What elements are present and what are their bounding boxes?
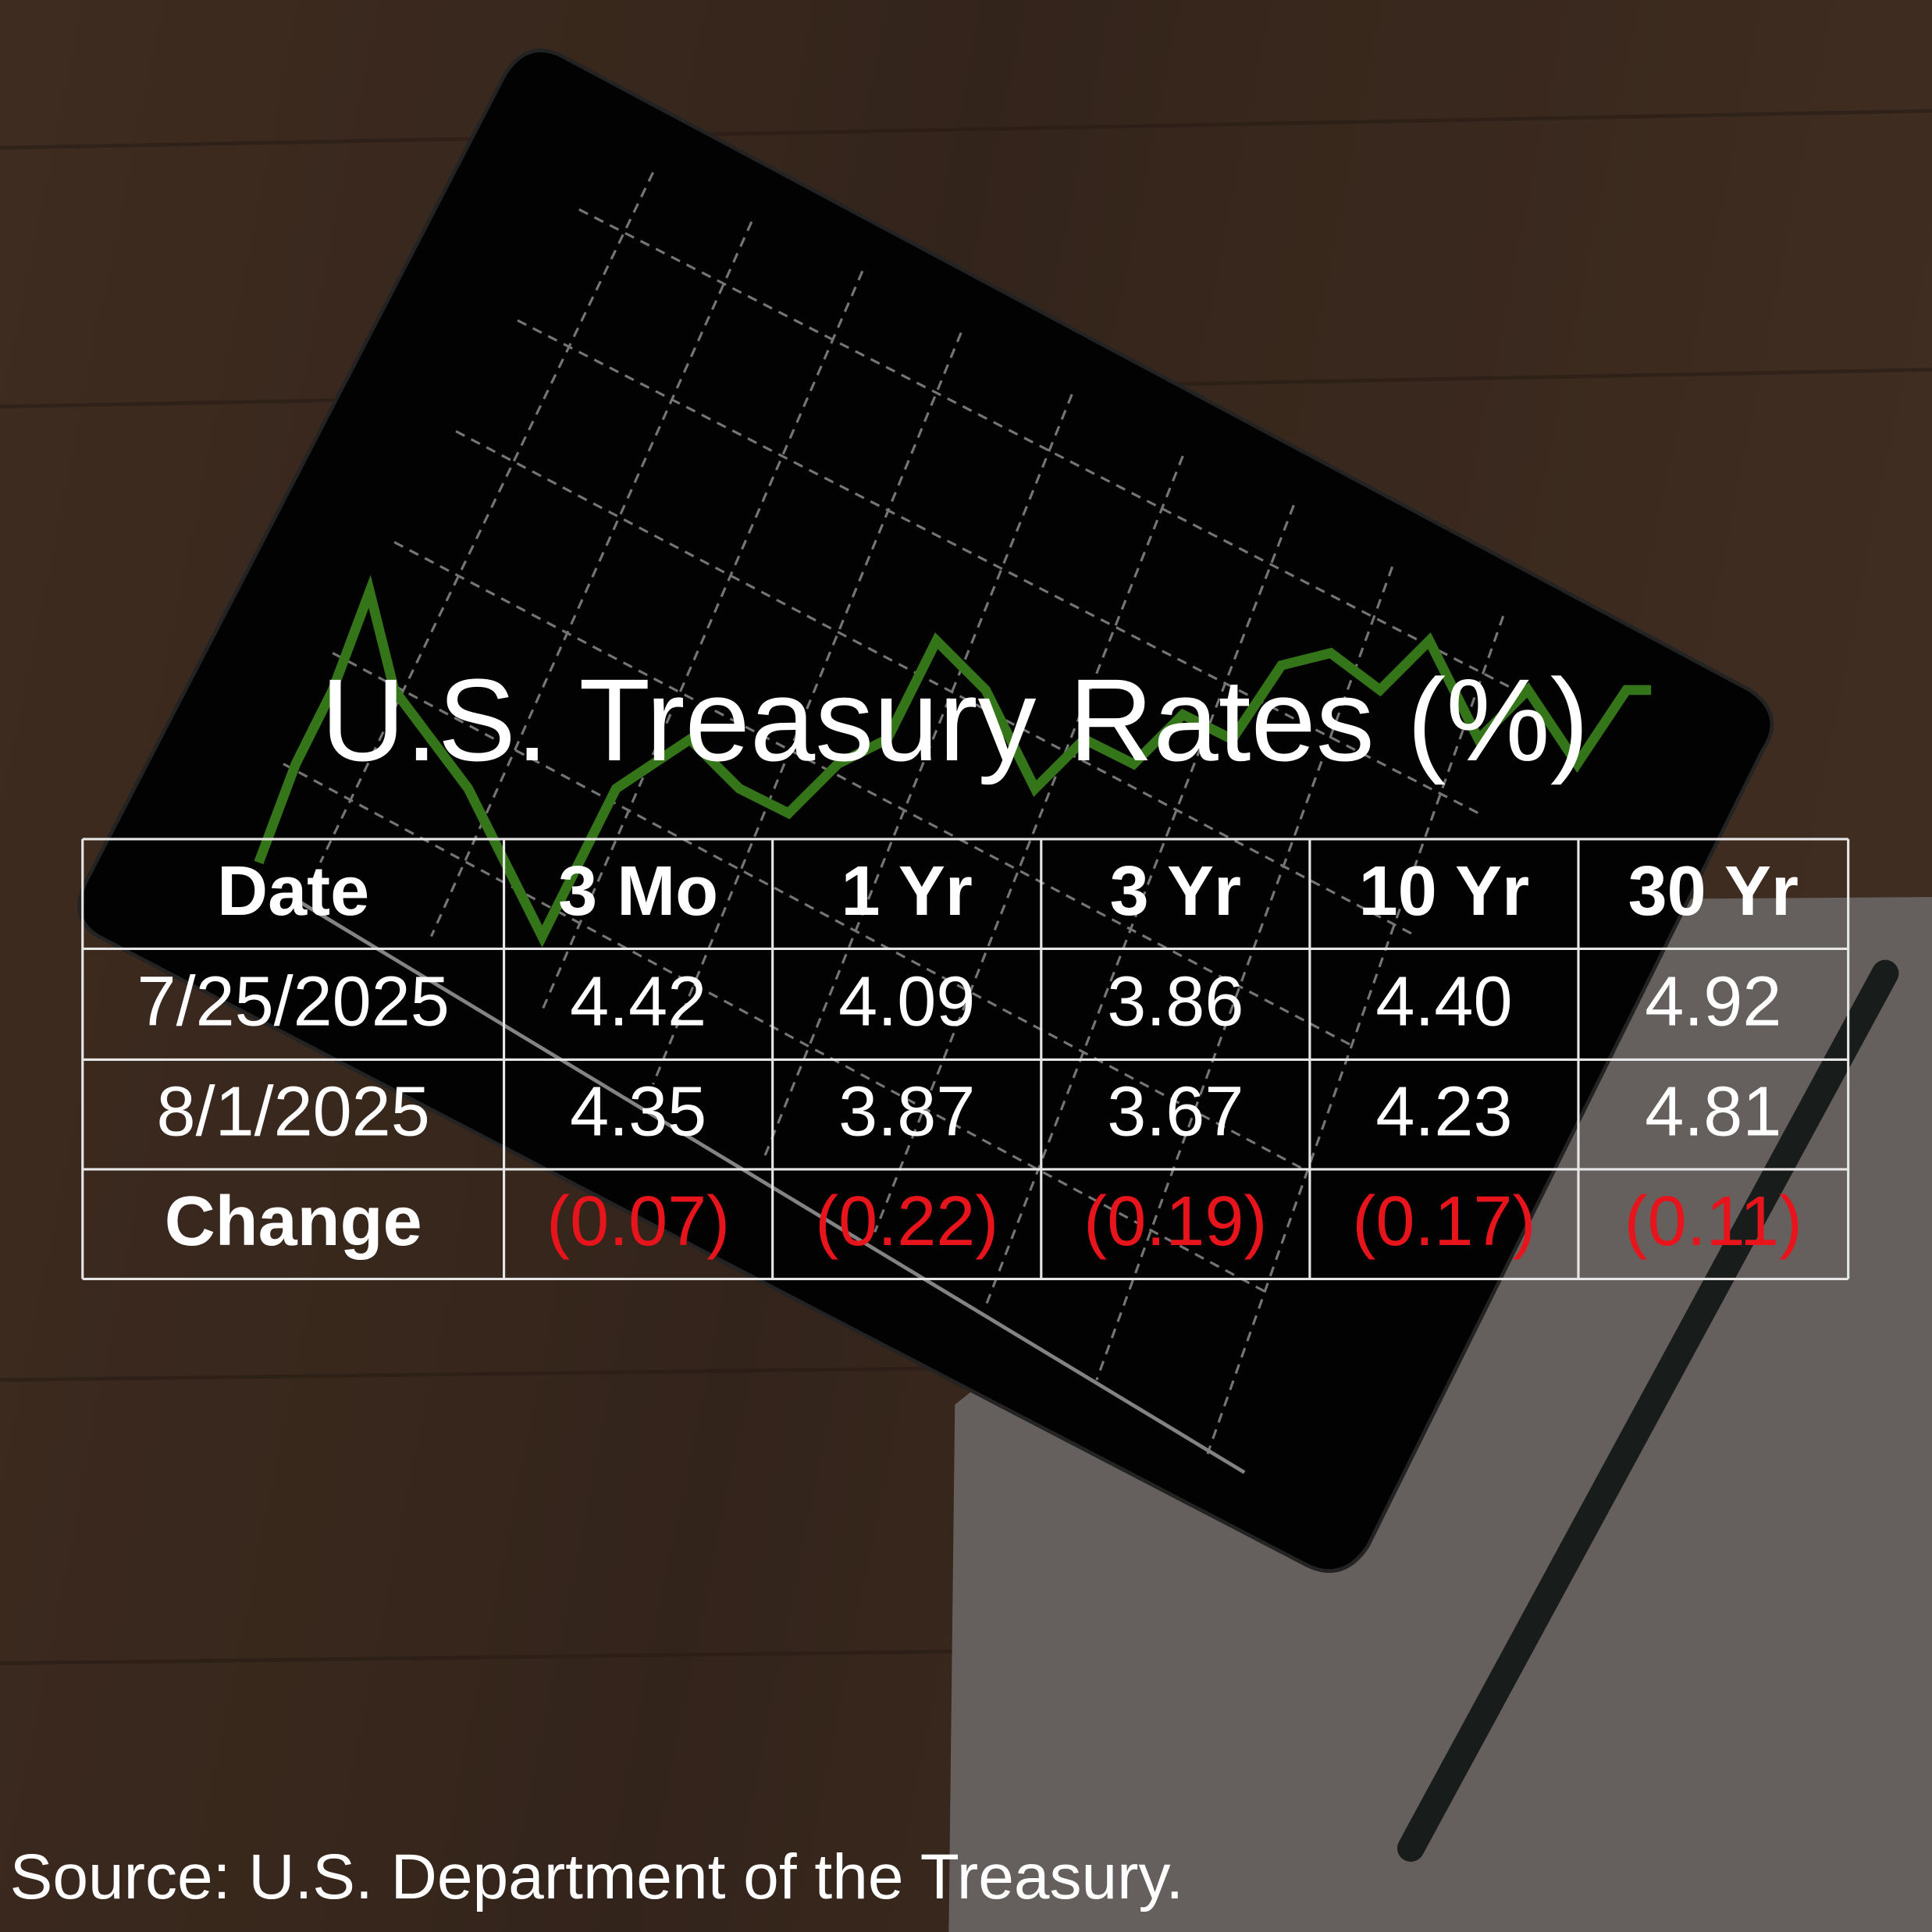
rate-cell: (0.17): [1352, 1183, 1535, 1261]
rate-cell: (0.11): [1624, 1183, 1802, 1261]
tablet-axis: [294, 898, 1246, 1475]
rate-cell: 4.35: [570, 1073, 706, 1151]
column-header: 3 Yr: [1110, 852, 1241, 930]
rate-cell: 3.87: [838, 1073, 975, 1151]
column-header: 10 Yr: [1359, 852, 1529, 930]
rate-cell: 4.09: [838, 962, 975, 1041]
rate-cell: (0.07): [546, 1183, 730, 1261]
rate-cell: 4.42: [570, 962, 706, 1041]
row-label: 8/1/2025: [157, 1073, 430, 1151]
row-label: 7/25/2025: [137, 962, 450, 1041]
rates-table: Date 3 Mo 1 Yr 3 Yr 10 Yr 30 Yr 7/25/2025 4.42 4…: [81, 838, 1850, 1281]
rate-cell: 4.23: [1375, 1073, 1512, 1151]
tablet: [77, 48, 1774, 1573]
column-header: Date: [217, 852, 369, 930]
tablet-chart-line: [254, 575, 1652, 948]
rate-cell: 3.67: [1107, 1073, 1244, 1151]
rate-cell: (0.22): [815, 1183, 998, 1261]
row-label: Change: [165, 1183, 422, 1261]
rate-cell: 4.92: [1645, 962, 1781, 1041]
column-header: 1 Yr: [841, 852, 973, 930]
rate-cell: 3.86: [1107, 962, 1244, 1041]
rate-cell: 4.40: [1375, 962, 1512, 1041]
title: U.S. Treasury Rates (%): [321, 654, 1589, 785]
column-header: 30 Yr: [1628, 852, 1799, 930]
pencil: [1397, 959, 1899, 1863]
tablet-grid: [283, 172, 1517, 1455]
rate-cell: 4.81: [1645, 1073, 1781, 1151]
paper: [948, 897, 1932, 1932]
column-header: 3 Mo: [558, 852, 718, 930]
rate-cell: (0.19): [1083, 1183, 1267, 1261]
source-note: Source: U.S. Department of the Treasury.: [10, 1841, 1184, 1912]
